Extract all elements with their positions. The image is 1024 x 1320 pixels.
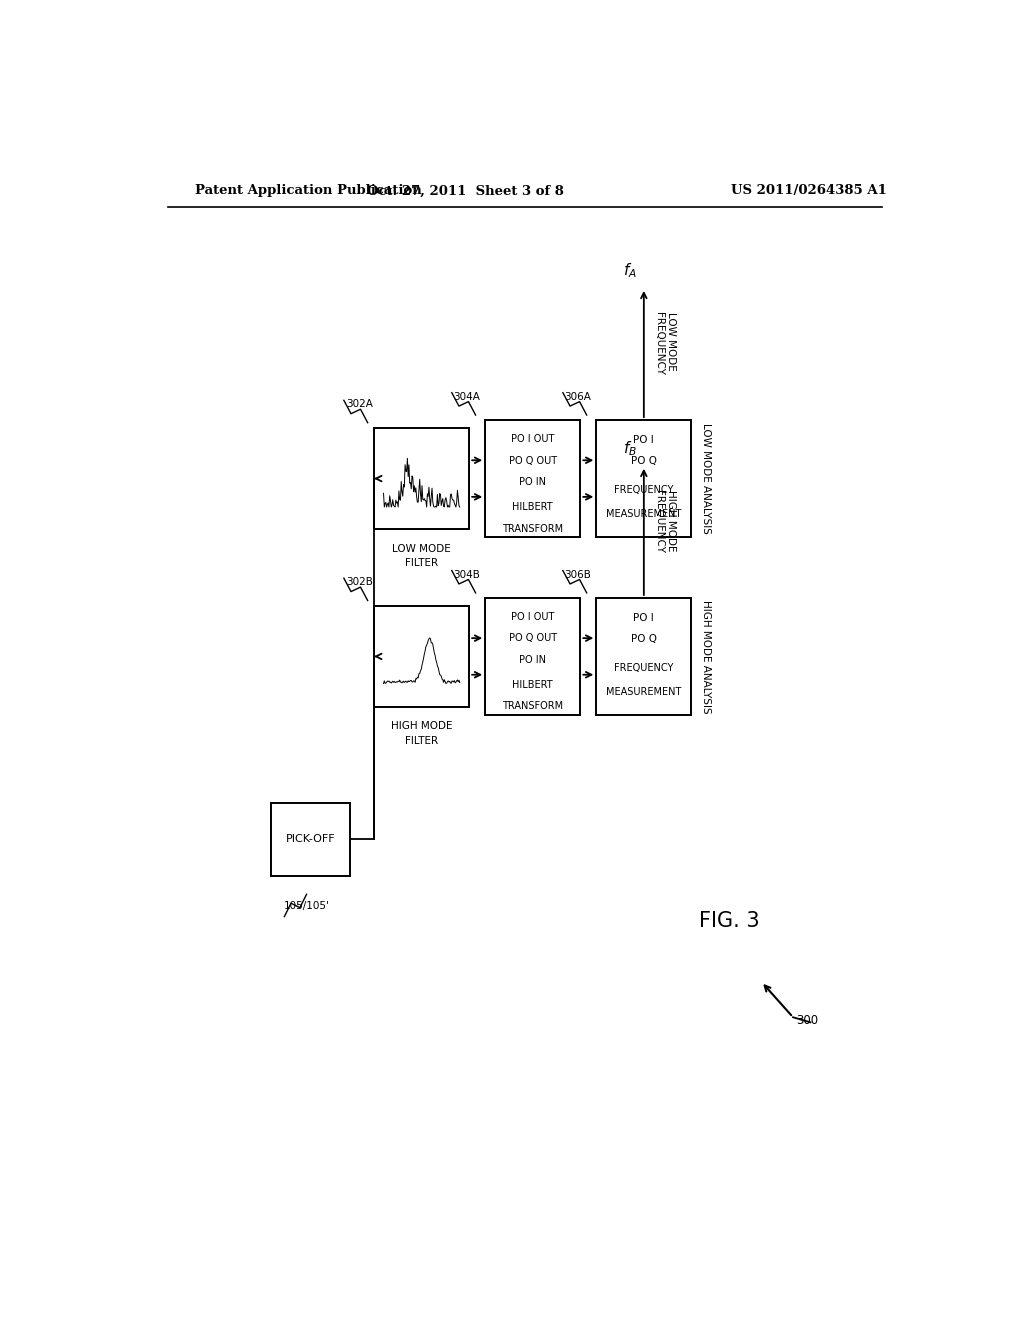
Text: LOW MODE: LOW MODE [392,544,451,553]
Text: FREQUENCY: FREQUENCY [614,663,674,673]
Text: $f_A$: $f_A$ [624,261,637,280]
Text: PO IN: PO IN [519,477,546,487]
Bar [596,598,691,715]
Text: HILBERT: HILBERT [512,502,553,512]
Text: $f_B$: $f_B$ [624,440,637,458]
Text: PO I OUT: PO I OUT [511,434,554,445]
Text: HIGH MODE ANALYSIS: HIGH MODE ANALYSIS [701,599,711,713]
Text: 306A: 306A [564,392,591,401]
Text: 300: 300 [797,1014,818,1027]
Text: PICK-OFF: PICK-OFF [286,834,335,845]
Text: TRANSFORM: TRANSFORM [502,524,563,533]
Text: MEASUREMENT: MEASUREMENT [606,508,682,519]
Text: PO Q OUT: PO Q OUT [509,455,557,466]
Bar [485,598,581,715]
Text: PO Q: PO Q [631,455,656,466]
Text: 306B: 306B [564,570,591,579]
Text: LOW MODE ANALYSIS: LOW MODE ANALYSIS [701,424,711,535]
Bar [374,606,469,708]
Text: LOW MODE
FREQUENCY: LOW MODE FREQUENCY [654,313,676,375]
Text: PO Q: PO Q [631,634,656,644]
Text: HIGH MODE
FREQUENCY: HIGH MODE FREQUENCY [654,490,676,553]
Text: PO IN: PO IN [519,655,546,665]
Text: Oct. 27, 2011  Sheet 3 of 8: Oct. 27, 2011 Sheet 3 of 8 [367,185,564,198]
Text: HIGH MODE: HIGH MODE [391,722,453,731]
Bar [270,803,350,876]
Text: PO I: PO I [634,436,654,445]
Text: PO Q OUT: PO Q OUT [509,634,557,643]
Text: FILTER: FILTER [406,558,438,568]
Text: 302A: 302A [346,400,373,409]
Text: Patent Application Publication: Patent Application Publication [196,185,422,198]
Text: 302B: 302B [346,577,373,587]
Text: PO I: PO I [634,612,654,623]
Text: MEASUREMENT: MEASUREMENT [606,686,682,697]
Text: 304B: 304B [454,570,480,579]
Bar [374,428,469,529]
Bar [596,420,691,537]
Text: US 2011/0264385 A1: US 2011/0264385 A1 [731,185,887,198]
Text: PO I OUT: PO I OUT [511,612,554,622]
Text: FILTER: FILTER [406,735,438,746]
Text: FREQUENCY: FREQUENCY [614,486,674,495]
Text: 304A: 304A [454,392,480,401]
Text: FIG. 3: FIG. 3 [699,911,760,931]
Bar [485,420,581,537]
Text: TRANSFORM: TRANSFORM [502,701,563,711]
Text: 105/105': 105/105' [284,902,330,911]
Text: HILBERT: HILBERT [512,680,553,690]
